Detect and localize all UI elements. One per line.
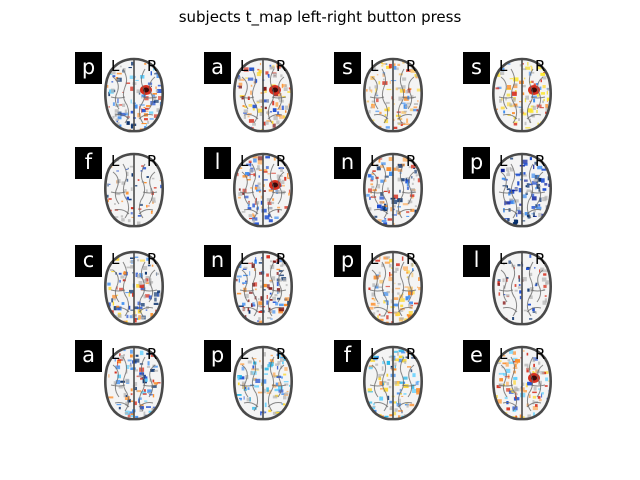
subject-initial-badge: e (463, 340, 490, 372)
right-hemisphere-label: R (276, 345, 287, 363)
subject-initial-badge: c (75, 245, 102, 277)
right-hemisphere-label: R (406, 250, 417, 268)
glass-brain (492, 57, 552, 133)
right-hemisphere-label: R (147, 250, 158, 268)
left-hemisphere-label: L (240, 57, 249, 75)
subject-initial-badge: p (204, 340, 231, 372)
subject-initial-badge: a (75, 340, 102, 372)
right-hemisphere-label: R (406, 57, 417, 75)
figure-title: subjects t_map left-right button press (178, 8, 462, 26)
subject-initial-badge: n (334, 147, 361, 179)
left-hemisphere-label: L (499, 250, 508, 268)
subject-initial-badge: s (463, 52, 490, 84)
subject-initial-badge: s (334, 52, 361, 84)
right-hemisphere-label: R (276, 57, 287, 75)
glass-brain (104, 250, 164, 326)
left-hemisphere-label: L (499, 152, 508, 170)
left-hemisphere-label: L (240, 250, 249, 268)
glass-brain (233, 345, 293, 421)
subject-initial-badge: p (75, 52, 102, 84)
subject-initial-badge: p (463, 147, 490, 179)
glass-brain (363, 345, 423, 421)
glass-brain (492, 345, 552, 421)
subject-initial-badge: f (334, 340, 361, 372)
left-hemisphere-label: L (111, 152, 120, 170)
subject-initial-badge: n (204, 245, 231, 277)
right-hemisphere-label: R (406, 152, 417, 170)
glass-brain (492, 152, 552, 228)
glass-brain (233, 152, 293, 228)
glass-brain (233, 250, 293, 326)
glass-brain (492, 250, 552, 326)
subject-initial-badge: p (334, 245, 361, 277)
left-hemisphere-label: L (111, 57, 120, 75)
left-hemisphere-label: L (240, 345, 249, 363)
glass-brain (104, 345, 164, 421)
right-hemisphere-label: R (147, 57, 158, 75)
right-hemisphere-label: R (535, 250, 546, 268)
glass-brain (363, 152, 423, 228)
right-hemisphere-label: R (535, 152, 546, 170)
left-hemisphere-label: L (499, 345, 508, 363)
right-hemisphere-label: R (535, 57, 546, 75)
left-hemisphere-label: L (111, 250, 120, 268)
glass-brain (104, 152, 164, 228)
left-hemisphere-label: L (370, 57, 379, 75)
left-hemisphere-label: L (111, 345, 120, 363)
right-hemisphere-label: R (276, 250, 287, 268)
subject-initial-badge: a (204, 52, 231, 84)
subject-initial-badge: l (463, 245, 490, 277)
glass-brain (104, 57, 164, 133)
right-hemisphere-label: R (147, 152, 158, 170)
right-hemisphere-label: R (535, 345, 546, 363)
left-hemisphere-label: L (499, 57, 508, 75)
right-hemisphere-label: R (147, 345, 158, 363)
glass-brain (363, 250, 423, 326)
left-hemisphere-label: L (240, 152, 249, 170)
glass-brain (363, 57, 423, 133)
right-hemisphere-label: R (406, 345, 417, 363)
left-hemisphere-label: L (370, 345, 379, 363)
left-hemisphere-label: L (370, 152, 379, 170)
subject-initial-badge: l (204, 147, 231, 179)
glass-brain (233, 57, 293, 133)
subject-initial-badge: f (75, 147, 102, 179)
activation-map (366, 157, 422, 226)
right-hemisphere-label: R (276, 152, 287, 170)
left-hemisphere-label: L (370, 250, 379, 268)
